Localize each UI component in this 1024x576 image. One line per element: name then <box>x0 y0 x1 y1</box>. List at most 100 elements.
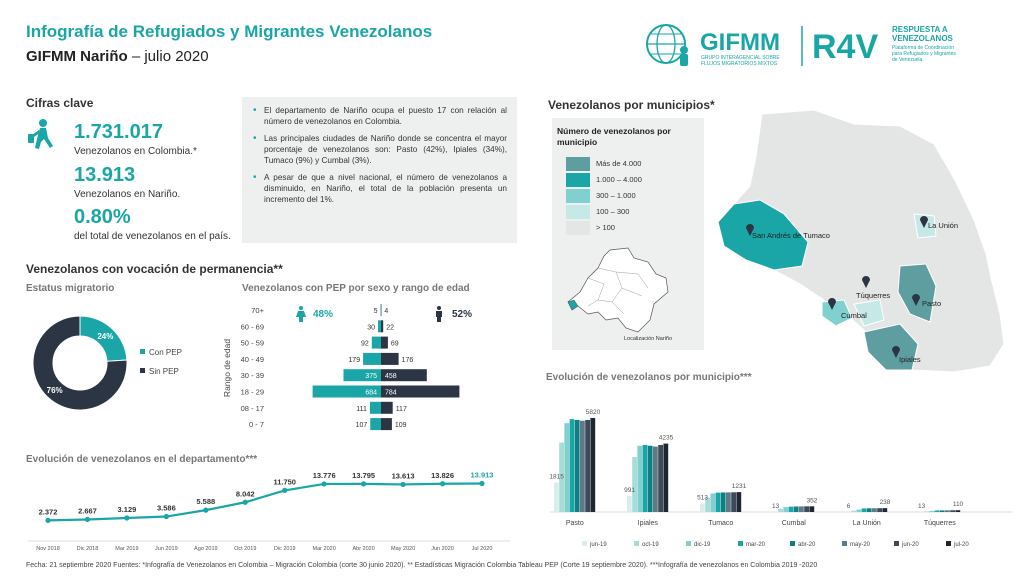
cifra-label-pct: del total de venezolanos en el país. <box>74 231 231 242</box>
pyramid-tick-label: 18 - 29 <box>241 388 264 397</box>
note-item: A pesar de que a nivel nacional, el núme… <box>252 172 507 205</box>
data-label: 13.613 <box>392 471 415 480</box>
muni-bar <box>627 495 632 512</box>
pyramid-ylabel: Rango de edad <box>222 339 232 397</box>
legend-marker <box>140 368 145 373</box>
pyramid-title: Venezolanos con PEP por sexo y rango de … <box>242 283 470 294</box>
gifmm-logo-text: GIFMM <box>700 29 780 56</box>
footer-sources: Fecha: 21 septiembre 2020 Fuentes: *Info… <box>26 562 818 569</box>
x-tick-label: Ago 2019 <box>194 546 218 552</box>
male-bar <box>381 401 393 414</box>
cifra-label-narino: Venezolanos en Nariño. <box>74 189 181 200</box>
legend-swatch <box>566 189 590 203</box>
data-label: 3.586 <box>157 504 176 513</box>
muni-bar <box>877 508 882 512</box>
legend-swatch <box>566 157 590 171</box>
legend-label: Más de 4.000 <box>596 159 642 168</box>
legend-marker <box>140 349 145 354</box>
legend-label: 300 – 1.000 <box>596 191 636 200</box>
muni-bar <box>663 443 669 512</box>
pyramid-chart: Rango de edad 0 - 7 107 109 08 - 17 111 117 18 … <box>222 304 472 431</box>
legend-label: Sin PEP <box>149 367 179 376</box>
x-tick-label: Jun 2020 <box>431 546 454 552</box>
male-icon <box>436 306 442 322</box>
data-point <box>439 481 446 487</box>
series-line <box>47 482 483 522</box>
donut-slice-label: 24% <box>97 332 113 341</box>
female-pct: 48% <box>313 309 333 320</box>
muni-bar <box>731 492 736 512</box>
legend-marker <box>790 541 795 546</box>
data-point <box>45 517 51 524</box>
male-value-label: 784 <box>385 390 397 397</box>
muni-bar <box>700 503 705 512</box>
map-pin-icon <box>920 216 928 228</box>
subtitle-date: – julio 2020 <box>127 48 209 65</box>
muni-bar <box>929 510 935 512</box>
map-pin-icon <box>746 224 754 236</box>
r4v-line1: RESPUESTA A <box>892 25 948 34</box>
female-value-label: 684 <box>365 390 377 397</box>
muni-bar <box>793 506 799 512</box>
data-label: 2.667 <box>78 506 97 515</box>
male-value-label: 22 <box>386 324 394 331</box>
category-label: Pasto <box>566 520 584 527</box>
muni-bar <box>945 510 950 512</box>
female-bar <box>369 401 381 414</box>
male-bar <box>381 369 427 382</box>
data-point <box>124 515 130 521</box>
first-value-label: 1815 <box>549 474 564 481</box>
evol-depto-chart: 2.372 Nov 2018 2.667 Dic 2018 3.129 Mar 2019 3… <box>28 470 510 552</box>
map-pin-icon <box>912 294 920 306</box>
data-point <box>479 480 485 487</box>
female-value-label: 375 <box>365 373 377 380</box>
x-tick-label: Abr 2020 <box>352 546 374 552</box>
female-bar <box>363 352 381 365</box>
legend-label: mar-20 <box>746 542 766 548</box>
x-tick-label: Nov 2018 <box>36 546 60 552</box>
muni-bar <box>710 493 716 512</box>
muni-bar <box>950 510 955 512</box>
legend-marker <box>842 541 847 546</box>
male-bar <box>381 385 460 398</box>
female-value-label: 111 <box>356 406 367 413</box>
pyramid-tick-label: 50 - 59 <box>241 339 264 348</box>
x-tick-label: Dic 2018 <box>77 546 99 552</box>
category-label: Cumbal <box>782 520 807 527</box>
x-tick-label: Mar 2020 <box>313 546 336 552</box>
legend-label: jul-20 <box>953 542 969 548</box>
muni-bar <box>590 418 596 512</box>
muni-bar <box>715 492 721 512</box>
muni-bar <box>939 510 945 512</box>
muni-bar <box>924 511 929 512</box>
legend-label: 1.000 – 4.000 <box>596 175 642 184</box>
muni-bar <box>569 419 575 512</box>
male-bar <box>381 352 399 365</box>
first-value-label: 13 <box>772 503 780 510</box>
muni-bar <box>642 444 648 512</box>
data-label: 13.795 <box>352 471 375 480</box>
data-point <box>282 487 288 493</box>
x-tick-label: Jun 2019 <box>155 546 178 552</box>
female-bar <box>380 304 381 316</box>
donut-slice-label: 76% <box>47 386 63 395</box>
legend-marker <box>738 541 743 546</box>
map-pin-icon <box>828 298 836 310</box>
pyramid-tick-label: 30 - 39 <box>241 371 264 380</box>
notes-box: El departamento de Nariño ocupa el puest… <box>242 97 517 243</box>
cifra-value-pct: 0.80% <box>74 206 131 228</box>
map-title: Venezolanos por municipios* <box>548 98 715 112</box>
place-label: Cumbal <box>841 311 867 320</box>
first-value-label: 513 <box>697 495 708 502</box>
legend-marker <box>946 541 951 546</box>
data-label: 11.750 <box>273 477 296 486</box>
muni-bar <box>658 444 663 512</box>
last-value-label: 1231 <box>732 483 747 490</box>
muni-bar <box>564 423 570 512</box>
male-value-label: 117 <box>396 406 407 413</box>
pasto-region <box>897 263 937 323</box>
legend-swatch <box>566 173 590 187</box>
data-point <box>242 499 248 505</box>
muni-bar <box>580 420 585 512</box>
muni-bar <box>559 442 564 512</box>
